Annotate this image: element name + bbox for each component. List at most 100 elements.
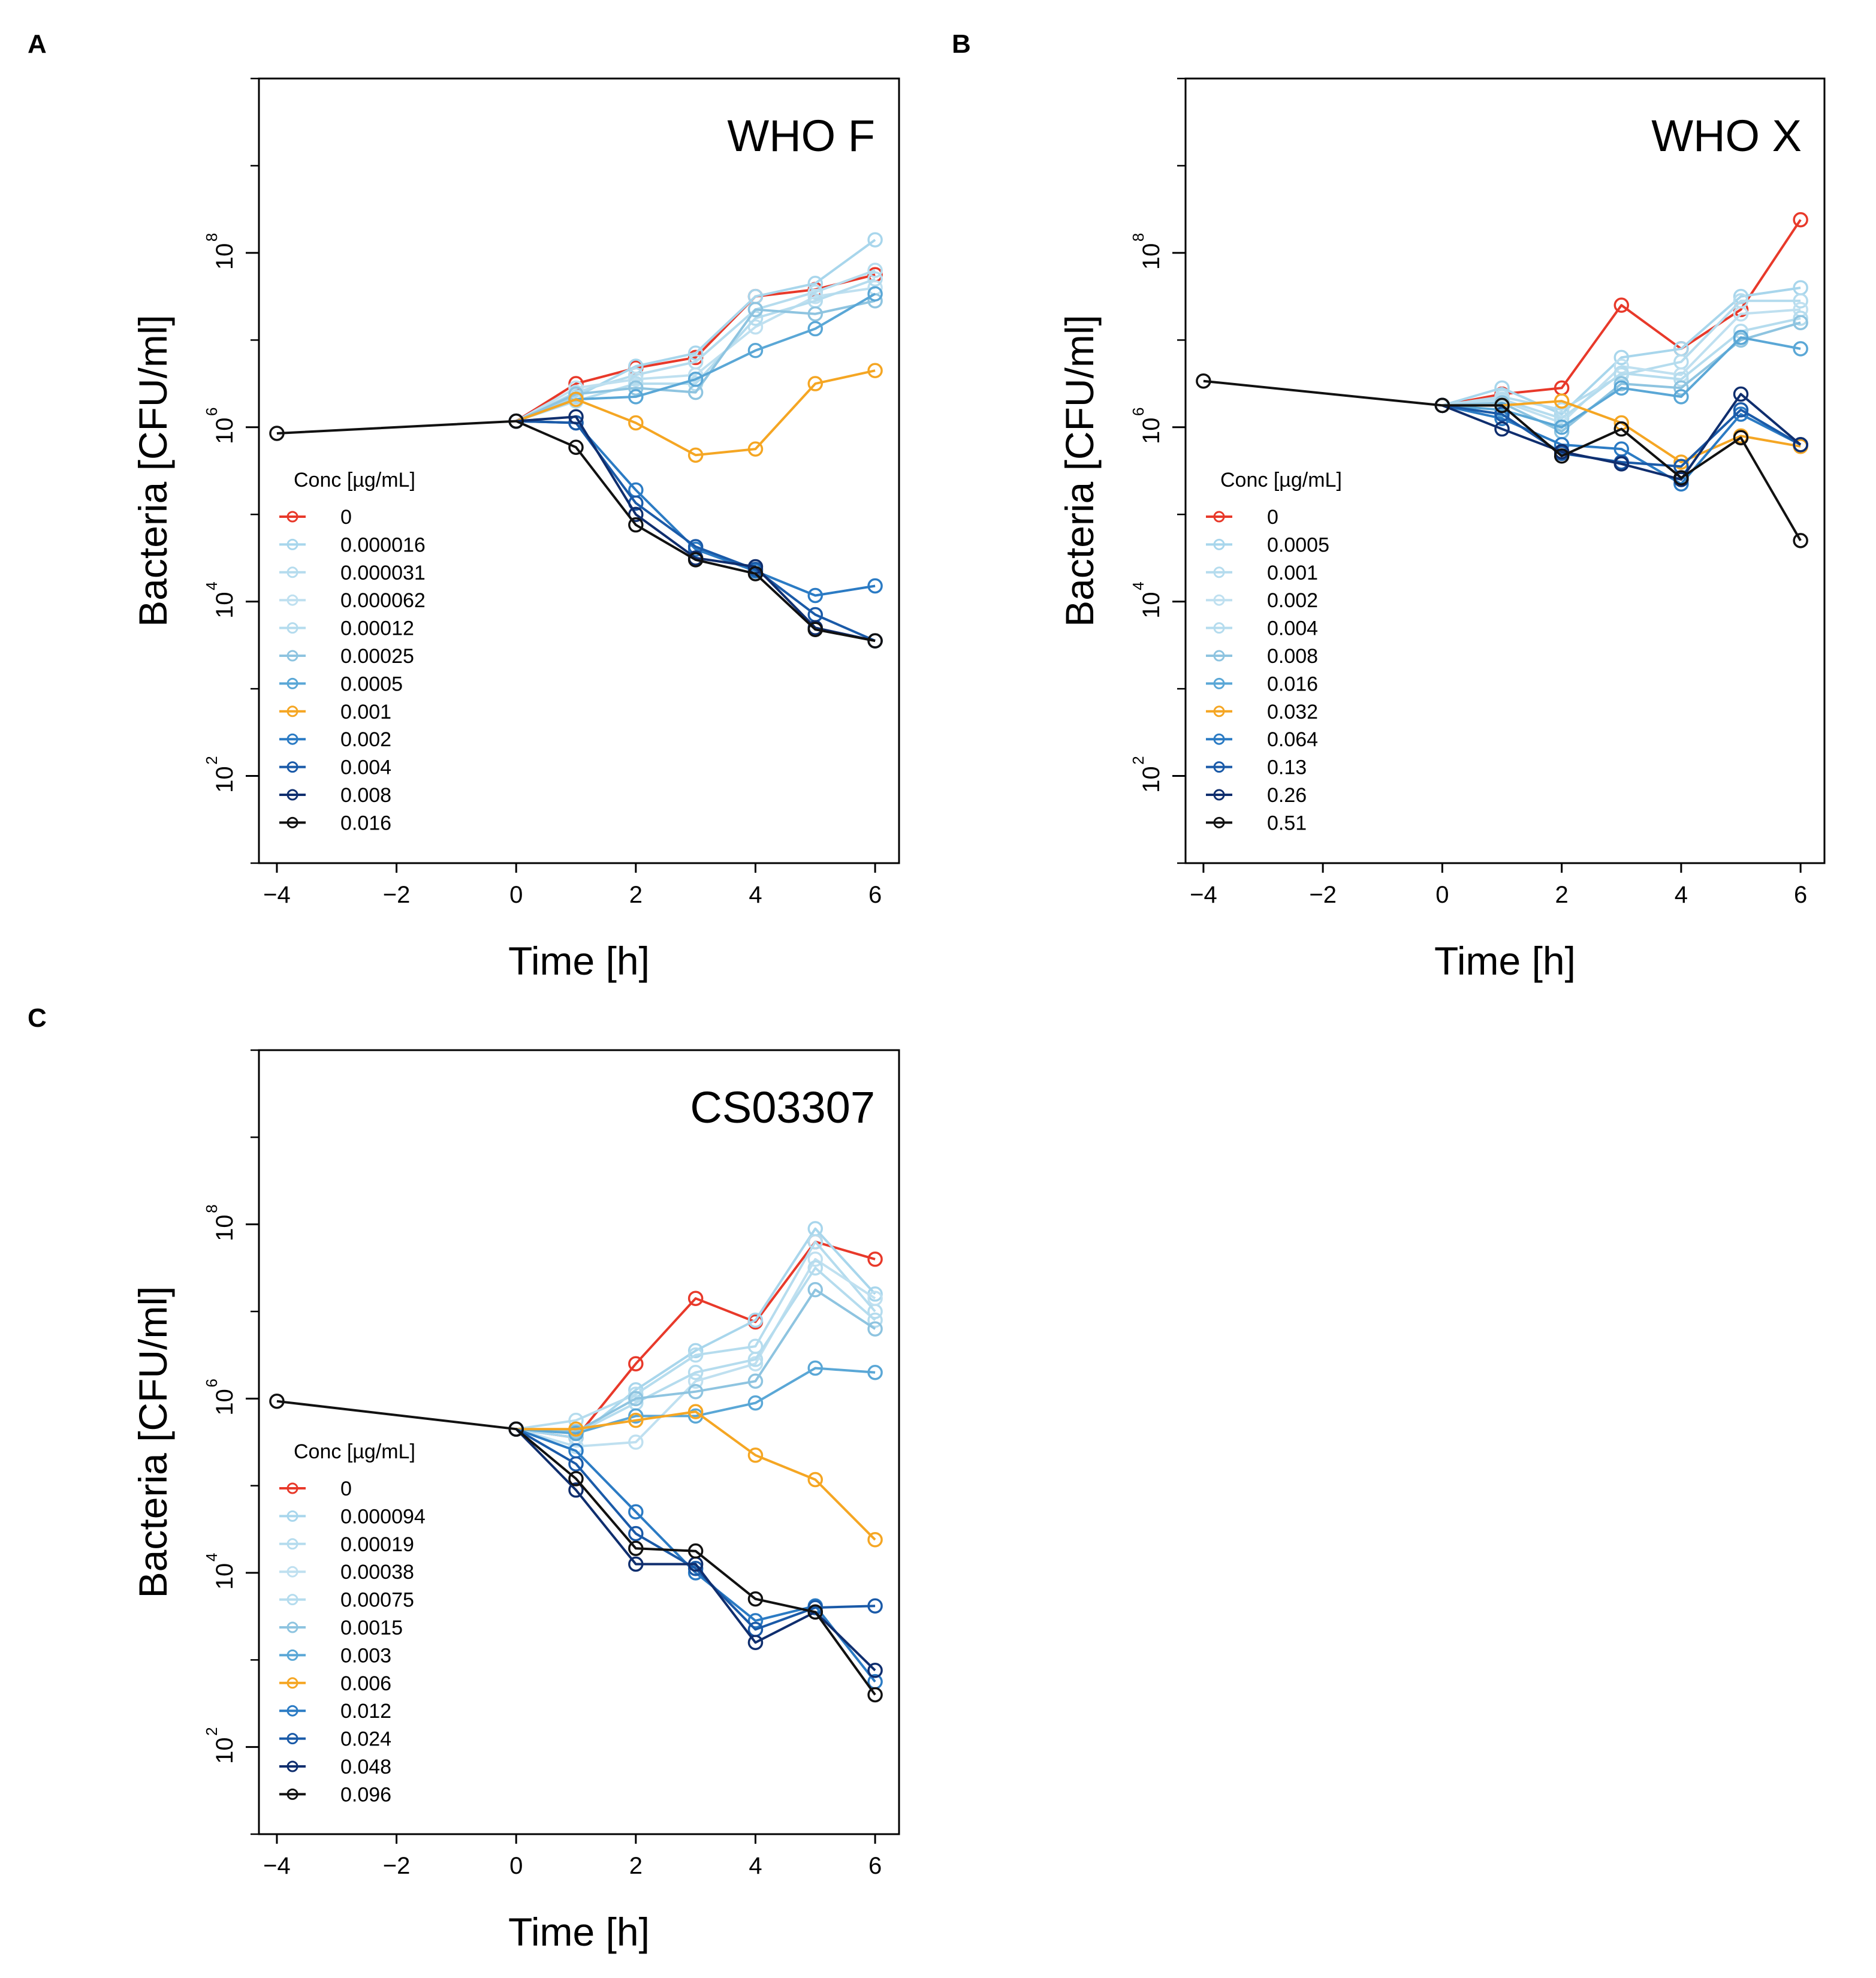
legend-label: 0.016 <box>340 812 391 834</box>
y-tick-exponent: 8 <box>203 233 221 242</box>
legend-swatch-marker <box>286 1482 298 1494</box>
data-point <box>747 301 764 318</box>
data-point <box>508 413 524 429</box>
x-tick-label: −4 <box>1190 882 1217 908</box>
panel-title: CS03307 <box>690 1083 875 1132</box>
y-axis-label: Bacteria [CFU/ml] <box>1057 315 1102 627</box>
x-axis-label: Time [h] <box>1434 939 1576 983</box>
y-tick-exponent: 6 <box>203 408 221 416</box>
data-point <box>1613 297 1630 313</box>
data-point <box>1613 456 1630 472</box>
data-point <box>747 1613 764 1629</box>
y-axis-label: Bacteria [CFU/ml] <box>131 315 175 627</box>
panel-title: WHO X <box>1651 111 1802 161</box>
data-point <box>1613 349 1630 366</box>
data-point <box>867 286 883 301</box>
data-point <box>867 232 883 248</box>
legend-label: 0.096 <box>340 1783 391 1806</box>
legend-label: 0.008 <box>1267 645 1318 668</box>
y-axis-label-group: Bacteria [CFU/ml] <box>131 315 175 627</box>
y-tick-label: 106 <box>203 1379 238 1415</box>
data-point <box>747 1395 764 1411</box>
legend-swatch-marker <box>1213 761 1225 773</box>
data-point <box>568 391 584 407</box>
data-point <box>1793 533 1808 548</box>
legend-swatch-marker <box>286 1566 298 1578</box>
x-tick-label: 0 <box>509 882 523 908</box>
y-tick-label: 102 <box>203 756 238 792</box>
legend-swatch-marker <box>286 1705 298 1717</box>
legend-label: 0.000094 <box>340 1505 426 1528</box>
legend-label: 0.002 <box>1267 589 1318 612</box>
y-tick-base: 10 <box>212 766 238 793</box>
legend-label: 0.00012 <box>340 617 414 640</box>
legend-label: 0.003 <box>340 1644 391 1667</box>
y-axis-label-group: Bacteria [CFU/ml] <box>131 1286 175 1599</box>
series-line <box>1441 404 1802 486</box>
legend-title: Conc [µg/mL] <box>294 469 415 492</box>
data-point <box>628 1525 644 1542</box>
data-point <box>1613 365 1630 381</box>
legend-swatch-marker <box>286 677 298 689</box>
data-point <box>628 1391 644 1407</box>
legend-swatch-marker <box>1213 538 1225 550</box>
legend-swatch-marker <box>286 1733 298 1745</box>
data-point <box>867 1252 883 1267</box>
y-tick-base: 10 <box>1138 592 1165 619</box>
series-line <box>516 1410 876 1541</box>
x-tick-label: 4 <box>749 1853 762 1879</box>
data-point <box>628 415 644 431</box>
legend-swatch-marker <box>1213 566 1225 578</box>
legend-item: 0.012 <box>279 1700 391 1723</box>
legend-label: 0.016 <box>1267 673 1318 695</box>
series-line <box>516 1288 876 1433</box>
legend-item: 0.008 <box>279 784 391 807</box>
y-tick-exponent: 4 <box>203 1553 221 1561</box>
data-point <box>807 376 824 391</box>
legend-title: Conc [µg/mL] <box>294 1440 415 1463</box>
legend-item: 0 <box>279 1478 352 1500</box>
data-point <box>628 1556 644 1572</box>
plot-frame <box>258 77 900 864</box>
series-0.048 <box>508 1421 883 1678</box>
data-point <box>687 1364 704 1380</box>
series-line <box>515 1258 876 1448</box>
legend-swatch-marker <box>286 1677 298 1689</box>
panel-title: WHO F <box>727 111 875 161</box>
data-point <box>508 1421 524 1437</box>
legend-swatch-marker <box>286 538 298 550</box>
data-point <box>1793 293 1808 309</box>
data-point <box>568 1456 584 1472</box>
legend-item: 0.096 <box>279 1783 391 1806</box>
legend-swatch-marker <box>1213 816 1225 828</box>
y-tick-label: 104 <box>1129 581 1165 618</box>
legend-swatch-marker <box>286 1621 298 1633</box>
data-point <box>628 1504 644 1520</box>
series-line <box>515 1240 876 1431</box>
legend-label: 0.0015 <box>340 1617 403 1639</box>
data-point <box>628 1386 644 1402</box>
data-point <box>747 1373 764 1389</box>
legend-label: 0.064 <box>1267 728 1318 751</box>
legend-swatch-marker <box>1213 705 1225 717</box>
legend-swatch-marker <box>286 566 298 578</box>
legend-label: 0.004 <box>1267 617 1318 640</box>
data-point <box>1494 421 1510 437</box>
data-point <box>687 372 704 387</box>
panel-letter: C <box>28 1003 47 1033</box>
legend-item: 0.00038 <box>279 1561 414 1584</box>
data-point <box>807 587 824 604</box>
legend-item: 0.13 <box>1206 756 1307 779</box>
y-tick-base: 10 <box>212 243 238 270</box>
series-line <box>276 1400 876 1696</box>
legend: Conc [µg/mL] 0 0.0005 0.001 0.002 0.004 0.008 0… <box>1206 469 1342 834</box>
y-axis-label: Bacteria [CFU/ml] <box>131 1286 175 1599</box>
x-axis-label: Time [h] <box>508 1910 650 1954</box>
data-point <box>867 363 883 378</box>
data-point <box>1733 288 1749 304</box>
legend-swatch-marker <box>1213 594 1225 606</box>
legend-item: 0.016 <box>1206 673 1318 695</box>
data-point <box>1793 341 1808 357</box>
data-point <box>1673 372 1689 387</box>
